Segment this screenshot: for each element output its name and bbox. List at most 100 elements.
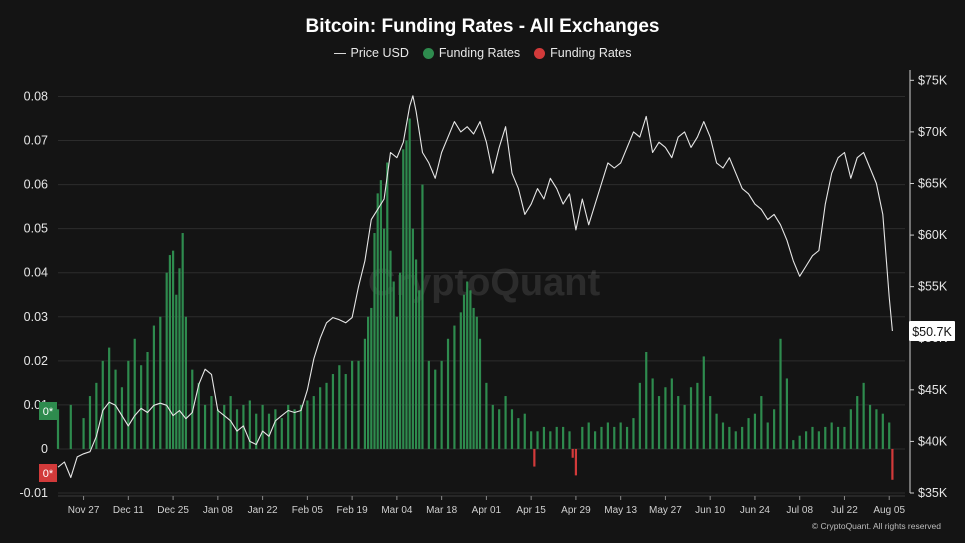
- funding-bar-positive: [645, 352, 648, 449]
- funding-bar-positive: [753, 413, 757, 449]
- funding-bar-positive: [216, 409, 219, 449]
- x-axis-tick-label: Feb 19: [337, 505, 369, 516]
- funding-bar-positive: [459, 312, 462, 449]
- funding-bar-positive: [319, 387, 322, 449]
- funding-bar-positive: [248, 400, 251, 449]
- funding-bar-positive: [446, 338, 450, 449]
- funding-bar-positive: [127, 360, 130, 449]
- funding-bar-positive: [287, 404, 290, 449]
- funding-bar-positive: [261, 404, 264, 449]
- funding-bar-positive: [408, 118, 411, 449]
- funding-bar-positive: [562, 426, 565, 449]
- x-axis-tick-label: Jan 22: [248, 505, 278, 516]
- legend-funding-negative[interactable]: Funding Rates: [534, 46, 631, 60]
- funding-bar-positive: [510, 409, 514, 449]
- funding-bar-positive: [402, 149, 405, 449]
- funding-bar-positive: [370, 307, 373, 449]
- legend-price-usd[interactable]: Price USD: [333, 46, 409, 60]
- funding-bar-positive: [613, 426, 616, 449]
- funding-bar-positive: [165, 272, 168, 449]
- funding-bar-negative: [571, 448, 574, 458]
- x-axis-tick-label: Apr 29: [561, 505, 591, 516]
- funding-bar-positive: [581, 426, 584, 449]
- x-axis-tick-label: Mar 04: [381, 505, 413, 516]
- funding-bar-negative: [533, 448, 536, 467]
- funding-bar-positive: [498, 409, 501, 449]
- funding-bar-positive: [817, 431, 820, 449]
- funding-bar-positive: [504, 396, 507, 449]
- funding-bar-positive: [101, 360, 104, 449]
- funding-bar-positive: [312, 396, 315, 449]
- funding-bar-positive: [229, 396, 232, 449]
- last-price-label: $50.7K: [912, 325, 952, 339]
- legend-line-icon: [333, 52, 346, 54]
- funding-bar-positive: [363, 338, 367, 449]
- funding-bar-positive: [175, 294, 178, 449]
- x-axis-tick-label: Aug 05: [873, 505, 905, 516]
- right-axis-tick-label: $45K: [918, 383, 948, 397]
- funding-bar-positive: [344, 374, 347, 449]
- funding-bar-positive: [108, 347, 111, 449]
- funding-bar-positive: [267, 413, 271, 449]
- funding-bar-positive: [651, 378, 654, 449]
- funding-bar-positive: [830, 422, 833, 449]
- funding-bar-positive: [702, 356, 705, 449]
- funding-bar-positive: [405, 140, 408, 449]
- funding-bar-positive: [69, 404, 72, 449]
- funding-bar-positive: [398, 272, 402, 449]
- funding-bar-positive: [811, 426, 814, 449]
- funding-bar-positive: [856, 396, 859, 449]
- funding-bar-positive: [379, 180, 382, 449]
- funding-bar-positive: [709, 396, 712, 449]
- funding-bar-positive: [683, 404, 686, 449]
- funding-bar-positive: [606, 422, 609, 449]
- funding-bar-positive: [555, 426, 558, 449]
- funding-bar-positive: [293, 409, 296, 449]
- x-axis-tick-label: Apr 01: [472, 505, 502, 516]
- funding-bar-positive: [875, 409, 878, 449]
- left-axis-tick-label: 0: [41, 442, 48, 456]
- funding-bar-positive: [638, 382, 641, 449]
- funding-bar-positive: [485, 382, 488, 449]
- funding-bar-positive: [351, 360, 354, 449]
- funding-bar-positive: [792, 440, 795, 449]
- left-axis-tick-label: -0.01: [20, 486, 49, 500]
- funding-bar-positive: [779, 338, 782, 449]
- x-axis-tick-label: Apr 15: [516, 505, 546, 516]
- x-axis-tick-label: Jul 08: [786, 505, 813, 516]
- funding-bar-positive: [466, 281, 469, 449]
- funding-bar-positive: [824, 426, 827, 449]
- legend-funding-positive[interactable]: Funding Rates: [422, 46, 520, 60]
- left-axis-tick-label: 0.02: [24, 354, 48, 368]
- x-axis-tick-label: Jun 10: [695, 505, 725, 516]
- funding-bar-positive: [395, 316, 398, 449]
- funding-bar-positive: [747, 418, 750, 449]
- right-axis-tick-label: $60K: [918, 228, 948, 242]
- funding-bar-positive: [453, 325, 456, 449]
- funding-bar-positive: [421, 184, 424, 449]
- funding-bar-positive: [133, 338, 136, 449]
- funding-bar-positive: [114, 369, 117, 449]
- funding-bar-positive: [373, 233, 376, 449]
- funding-bar-positive: [715, 413, 718, 449]
- funding-bar-positive: [587, 422, 590, 449]
- funding-bar-positive: [178, 268, 181, 449]
- funding-bar-negative: [574, 448, 578, 476]
- red-dot-icon: [534, 47, 546, 59]
- funding-bar-positive: [191, 369, 194, 449]
- right-axis-tick-label: $75K: [918, 73, 948, 87]
- funding-bar-positive: [146, 352, 149, 449]
- funding-bar-positive: [664, 387, 667, 449]
- funding-bar-positive: [836, 426, 840, 449]
- zero-badge-negative-label: 0*: [43, 468, 54, 480]
- left-axis-tick-label: 0.07: [24, 134, 48, 148]
- x-axis-tick-label: Feb 05: [292, 505, 324, 516]
- x-axis-tick-label: Mar 18: [426, 505, 458, 516]
- funding-bar-positive: [475, 316, 478, 449]
- funding-bar-positive: [472, 307, 475, 449]
- funding-bar-positive: [677, 396, 680, 449]
- funding-bar-positive: [469, 290, 472, 449]
- funding-bar-positive: [255, 413, 258, 449]
- funding-bar-positive: [734, 431, 737, 449]
- x-axis-tick-label: Jul 22: [831, 505, 858, 516]
